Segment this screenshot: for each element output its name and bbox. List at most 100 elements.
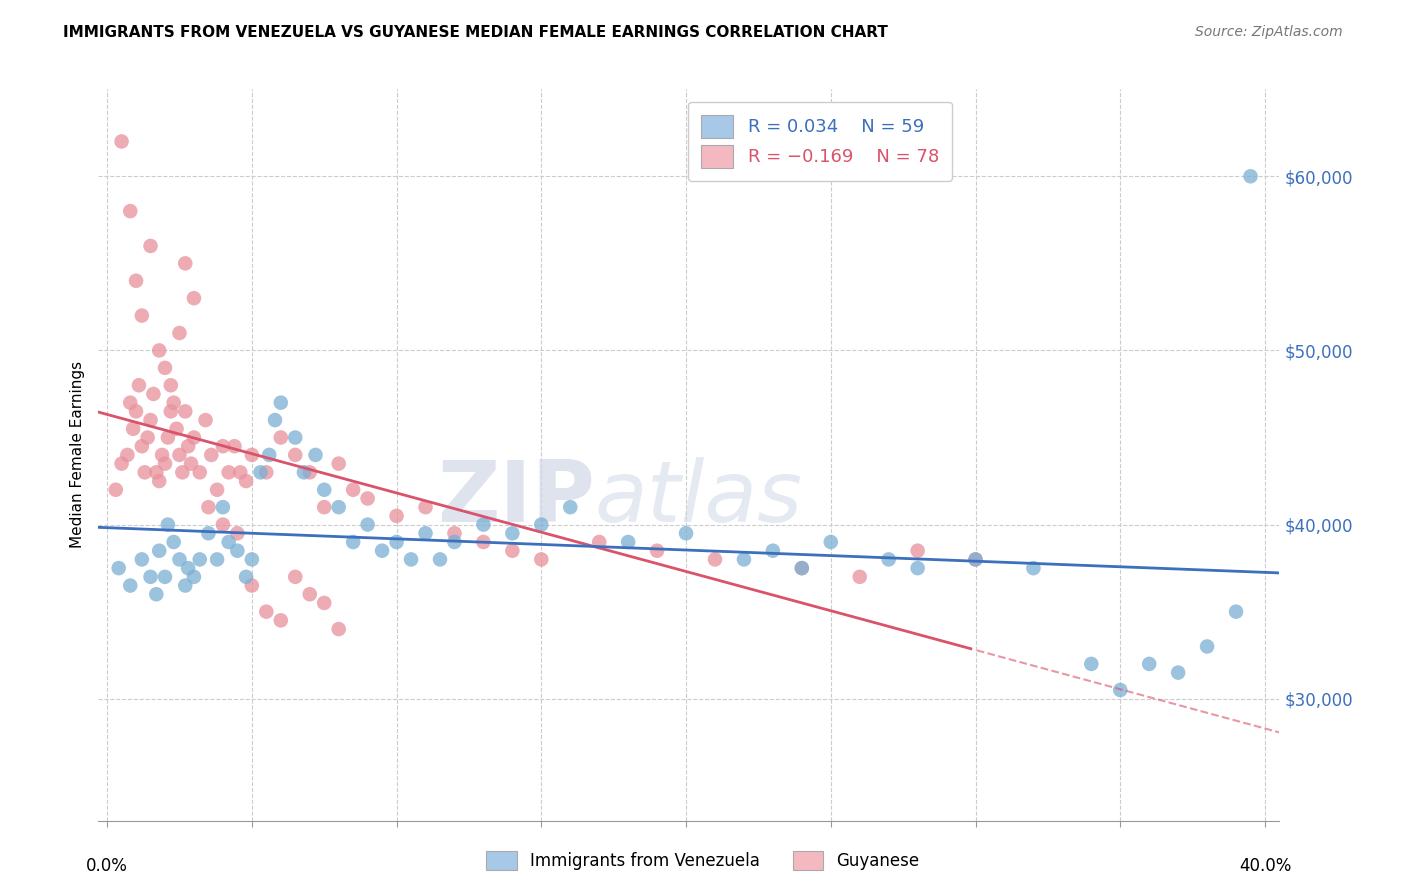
Point <box>226 543 249 558</box>
Point <box>292 466 315 480</box>
Point <box>188 552 211 566</box>
Point <box>142 387 165 401</box>
Point <box>197 526 219 541</box>
Y-axis label: Median Female Earnings: Median Female Earnings <box>70 361 86 549</box>
Point <box>131 439 153 453</box>
Point <box>156 517 179 532</box>
Point <box>790 561 813 575</box>
Point <box>205 483 228 497</box>
Point <box>1239 169 1261 184</box>
Point <box>820 535 842 549</box>
Point <box>174 578 197 592</box>
Point <box>107 561 129 575</box>
Text: 0.0%: 0.0% <box>86 857 128 875</box>
Point <box>110 457 132 471</box>
Text: IMMIGRANTS FROM VENEZUELA VS GUYANESE MEDIAN FEMALE EARNINGS CORRELATION CHART: IMMIGRANTS FROM VENEZUELA VS GUYANESE ME… <box>63 25 889 40</box>
Point <box>163 395 186 409</box>
Point <box>183 570 205 584</box>
Point <box>145 587 167 601</box>
Point <box>284 448 307 462</box>
Point <box>472 535 495 549</box>
Point <box>218 466 240 480</box>
Point <box>907 561 929 575</box>
Point <box>174 256 197 270</box>
Point <box>429 552 451 566</box>
Point <box>153 457 176 471</box>
Point <box>284 430 307 444</box>
Point <box>314 596 336 610</box>
Point <box>148 343 170 358</box>
Point <box>240 552 263 566</box>
Point <box>356 491 378 506</box>
Point <box>159 404 181 418</box>
Point <box>415 500 437 515</box>
Point <box>235 570 257 584</box>
Point <box>212 500 235 515</box>
Point <box>304 448 326 462</box>
Point <box>270 613 292 627</box>
Text: Source: ZipAtlas.com: Source: ZipAtlas.com <box>1195 25 1343 39</box>
Point <box>169 448 191 462</box>
Point <box>169 552 191 566</box>
Point <box>314 483 336 497</box>
Point <box>501 526 523 541</box>
Point <box>139 413 162 427</box>
Point <box>125 274 148 288</box>
Point <box>1167 665 1189 680</box>
Point <box>240 448 263 462</box>
Point <box>965 552 987 566</box>
Text: 40.0%: 40.0% <box>1239 857 1291 875</box>
Point <box>298 587 321 601</box>
Point <box>166 422 188 436</box>
Point <box>1225 605 1247 619</box>
Text: atlas: atlas <box>595 458 803 541</box>
Point <box>235 474 257 488</box>
Point <box>249 466 271 480</box>
Point <box>385 535 408 549</box>
Point <box>197 500 219 515</box>
Point <box>560 500 582 515</box>
Point <box>120 395 142 409</box>
Point <box>139 570 162 584</box>
Point <box>342 483 364 497</box>
Point <box>172 466 194 480</box>
Point <box>125 404 148 418</box>
Point <box>1022 561 1045 575</box>
Point <box>328 622 350 636</box>
Point <box>218 535 240 549</box>
Point <box>110 135 132 149</box>
Point <box>1109 683 1132 698</box>
Point <box>675 526 697 541</box>
Point <box>1137 657 1160 671</box>
Point <box>139 239 162 253</box>
Point <box>270 395 292 409</box>
Point <box>188 466 211 480</box>
Point <box>153 360 176 375</box>
Point <box>588 535 610 549</box>
Point <box>385 508 408 523</box>
Point <box>128 378 150 392</box>
Point <box>645 543 668 558</box>
Point <box>356 517 378 532</box>
Point <box>264 413 287 427</box>
Text: ZIP: ZIP <box>437 458 595 541</box>
Point <box>501 543 523 558</box>
Point <box>733 552 755 566</box>
Point <box>298 466 321 480</box>
Point <box>342 535 364 549</box>
Point <box>145 466 167 480</box>
Point <box>399 552 422 566</box>
Point <box>617 535 640 549</box>
Point <box>314 500 336 515</box>
Point <box>1080 657 1102 671</box>
Point <box>200 448 222 462</box>
Point <box>194 413 217 427</box>
Point <box>180 457 202 471</box>
Point <box>159 378 181 392</box>
Point <box>183 291 205 305</box>
Point <box>134 466 156 480</box>
Point <box>131 552 153 566</box>
Point <box>150 448 173 462</box>
Legend: R = 0.034    N = 59, R = −0.169    N = 78: R = 0.034 N = 59, R = −0.169 N = 78 <box>688 102 952 181</box>
Point <box>205 552 228 566</box>
